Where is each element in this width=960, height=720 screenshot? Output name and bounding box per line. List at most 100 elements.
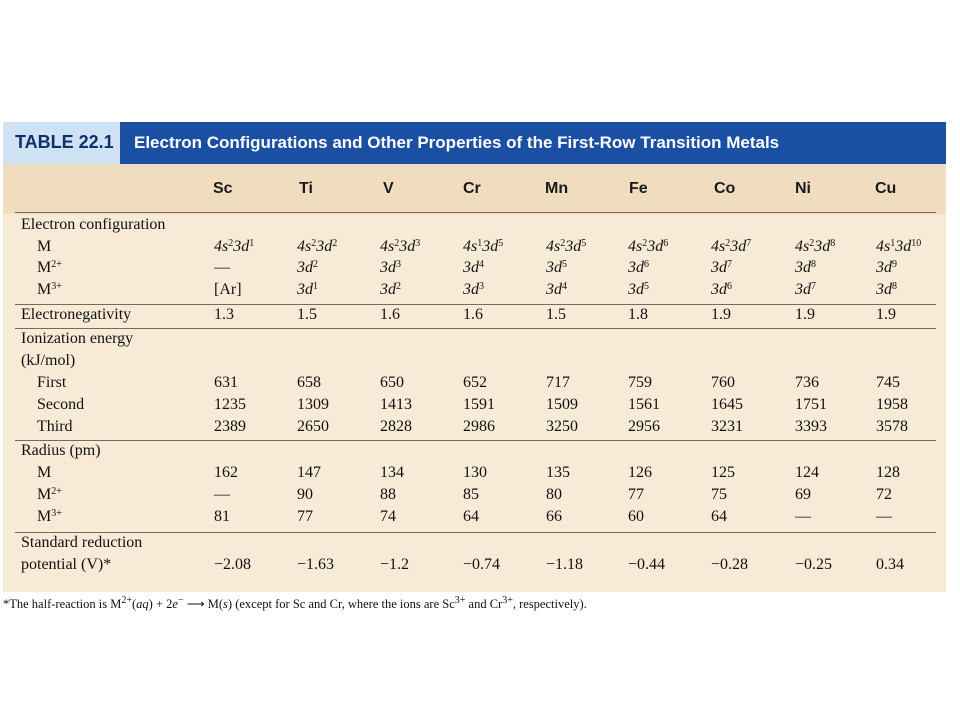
radius-m-cell: 134	[380, 464, 404, 481]
section-standard-reduction: Standard reduction	[21, 534, 143, 551]
radius-m2-cell: 72	[876, 486, 892, 503]
column-header-co: Co	[714, 180, 736, 197]
ionization-first-cell: 650	[380, 374, 404, 391]
row-label-radius-m: M	[37, 464, 52, 481]
row-label-second: Second	[37, 396, 85, 413]
reduction-potential-cell: −0.28	[711, 556, 749, 573]
ionization-second-cell: 1509	[546, 396, 578, 413]
radius-m2-cell: 90	[297, 486, 313, 503]
radius-m3-cell: —	[876, 508, 892, 525]
reduction-potential-cell: −0.44	[628, 556, 666, 573]
ionization-second-cell: 1591	[463, 396, 495, 413]
radius-m3-cell: 81	[214, 508, 230, 525]
config-m-cell: 4s23d6	[628, 238, 669, 255]
ionization-second-cell: 1235	[214, 396, 246, 413]
config-m3-cell: 3d4	[546, 281, 567, 298]
ionization-first-cell: 631	[214, 374, 238, 391]
column-header-ni: Ni	[795, 180, 811, 197]
row-label-m2: M2+	[37, 259, 62, 276]
radius-m-cell: 125	[711, 464, 735, 481]
config-m3-cell: 3d7	[795, 281, 816, 298]
separator-line	[15, 304, 936, 305]
ionization-second-cell: 1645	[711, 396, 743, 413]
config-m2-cell: 3d9	[876, 259, 897, 276]
radius-m-cell: 135	[546, 464, 570, 481]
column-header-v: V	[383, 180, 394, 197]
config-m-cell: 4s23d7	[711, 238, 752, 255]
column-header-ti: Ti	[299, 180, 313, 197]
section-radius: Radius (pm)	[21, 442, 101, 459]
config-m3-cell: 3d3	[463, 281, 484, 298]
ionization-third-cell: 2828	[380, 418, 412, 435]
reduction-potential-cell: −1.2	[380, 556, 410, 573]
config-m3-cell: 3d5	[628, 281, 649, 298]
radius-m3-cell: 64	[463, 508, 479, 525]
radius-m2-cell: 85	[463, 486, 479, 503]
electronegativity-cell: 1.9	[795, 306, 815, 323]
section-electronegativity: Electronegativity	[21, 306, 132, 323]
reduction-potential-cell: −0.74	[463, 556, 501, 573]
column-header-cr: Cr	[463, 180, 481, 197]
config-m3-cell: 3d6	[711, 281, 732, 298]
row-label-first: First	[37, 374, 67, 391]
radius-m3-cell: 74	[380, 508, 396, 525]
config-m2-cell: 3d6	[628, 259, 649, 276]
section-ionization-unit: (kJ/mol)	[21, 352, 76, 369]
config-m2-cell: 3d8	[795, 259, 816, 276]
config-m2-cell: 3d7	[711, 259, 732, 276]
ionization-first-cell: 759	[628, 374, 652, 391]
column-header-fe: Fe	[629, 180, 648, 197]
radius-m3-cell: 66	[546, 508, 562, 525]
ionization-third-cell: 3578	[876, 418, 908, 435]
column-header-row	[3, 164, 946, 214]
radius-m2-cell: 88	[380, 486, 396, 503]
ionization-third-cell: 2986	[463, 418, 495, 435]
separator-line	[15, 328, 936, 329]
reduction-potential-cell: −2.08	[214, 556, 252, 573]
config-m2-cell: 3d3	[380, 259, 401, 276]
ionization-third-cell: 2389	[214, 418, 246, 435]
config-m-cell: 4s23d8	[795, 238, 836, 255]
row-label-third: Third	[37, 418, 73, 435]
reduction-potential-cell: 0.34	[876, 556, 904, 573]
electronegativity-cell: 1.6	[380, 306, 400, 323]
footnote: *The half-reaction is M2+(aq) + 2e− ⟶ M(…	[3, 595, 587, 612]
ionization-second-cell: 1958	[876, 396, 908, 413]
ionization-third-cell: 3250	[546, 418, 578, 435]
electronegativity-cell: 1.3	[214, 306, 234, 323]
radius-m-cell: 130	[463, 464, 487, 481]
radius-m2-cell: 80	[546, 486, 562, 503]
ionization-first-cell: 760	[711, 374, 735, 391]
config-m2-cell: 3d4	[463, 259, 484, 276]
config-m-cell: 4s13d10	[876, 238, 922, 255]
config-m3-cell: 3d1	[297, 281, 318, 298]
radius-m3-cell: 77	[297, 508, 313, 525]
column-header-sc: Sc	[213, 180, 233, 197]
config-m-cell: 4s23d1	[214, 238, 255, 255]
separator-line	[15, 532, 936, 533]
reduction-potential-cell: −0.25	[795, 556, 833, 573]
section-electron-configuration: Electron configuration	[21, 216, 166, 233]
radius-m2-cell: 69	[795, 486, 811, 503]
ionization-third-cell: 3231	[711, 418, 743, 435]
reduction-potential-cell: −1.18	[546, 556, 584, 573]
table-number: TABLE 22.1	[15, 132, 114, 152]
ionization-second-cell: 1309	[297, 396, 329, 413]
config-m2-cell: —	[214, 259, 230, 276]
radius-m-cell: 124	[795, 464, 819, 481]
ionization-second-cell: 1561	[628, 396, 660, 413]
section-ionization-energy: Ionization energy	[21, 330, 134, 347]
ionization-first-cell: 652	[463, 374, 487, 391]
config-m3-cell: 3d2	[380, 281, 401, 298]
config-m2-cell: 3d2	[297, 259, 318, 276]
radius-m-cell: 162	[214, 464, 238, 481]
ionization-third-cell: 2956	[628, 418, 660, 435]
config-m3-cell: 3d8	[876, 281, 897, 298]
radius-m3-cell: —	[795, 508, 811, 525]
properties-table: TABLE 22.1 Electron Configurations and O…	[3, 122, 946, 592]
separator-line	[15, 440, 936, 441]
table-number-tag: TABLE 22.1	[3, 122, 120, 164]
radius-m-cell: 126	[628, 464, 652, 481]
electronegativity-cell: 1.5	[297, 306, 317, 323]
radius-m-cell: 147	[297, 464, 321, 481]
